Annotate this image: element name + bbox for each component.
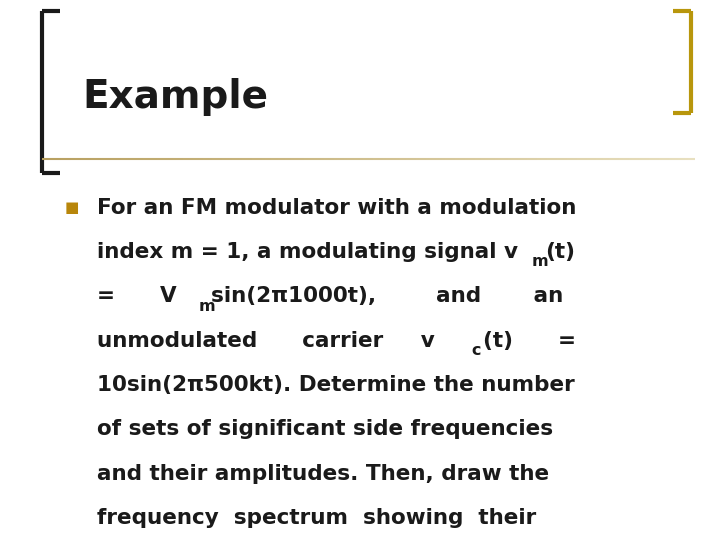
- Text: Example: Example: [83, 78, 269, 116]
- Text: of sets of significant side frequencies: of sets of significant side frequencies: [97, 419, 554, 440]
- Text: For an FM modulator with a modulation: For an FM modulator with a modulation: [97, 198, 577, 218]
- Text: (t)      =: (t) =: [483, 330, 576, 351]
- Text: =      V: = V: [97, 286, 177, 307]
- Text: m: m: [199, 299, 215, 314]
- Text: frequency  spectrum  showing  their: frequency spectrum showing their: [97, 508, 536, 528]
- Text: c: c: [472, 343, 481, 358]
- Text: m: m: [532, 254, 549, 269]
- Text: 10sin(2π500kt). Determine the number: 10sin(2π500kt). Determine the number: [97, 375, 575, 395]
- Text: (t): (t): [545, 242, 575, 262]
- Text: sin(2π1000t),        and       an: sin(2π1000t), and an: [211, 286, 563, 307]
- Text: ■: ■: [65, 200, 79, 215]
- Text: and their amplitudes. Then, draw the: and their amplitudes. Then, draw the: [97, 463, 549, 484]
- Text: index m = 1, a modulating signal v: index m = 1, a modulating signal v: [97, 242, 518, 262]
- Text: unmodulated      carrier     v: unmodulated carrier v: [97, 330, 435, 351]
